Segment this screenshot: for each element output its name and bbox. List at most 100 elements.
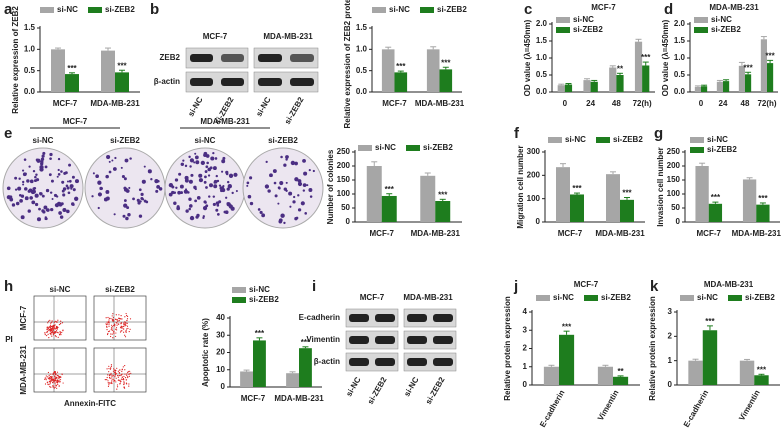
colony [66,186,70,190]
colony [158,187,163,191]
blot-lane: si-ZEB2 [424,375,447,406]
cell [109,368,111,370]
cell [58,381,60,383]
cell [113,375,115,377]
colony [302,158,306,163]
cell [46,329,48,331]
cell [50,377,52,379]
bar [590,81,598,92]
blot-lane: si-ZEB2 [283,95,306,126]
cell [51,327,54,329]
blot-panel [403,352,457,372]
colony [297,181,303,187]
x-tick-label: 24 [719,99,728,108]
colony [285,189,288,192]
cell [47,376,49,378]
colony [193,161,196,164]
colony [196,213,200,218]
cell [53,321,56,323]
panel-letter: k [650,278,659,295]
legend-label: si-NC [573,15,594,24]
bar [616,75,624,92]
x-tick-label: MDA-MB-231 [415,99,465,108]
colony [91,195,94,198]
x-tick-label: 72(h) [757,99,776,108]
colony [33,179,37,183]
colony [34,193,39,198]
bar [613,376,629,385]
colony [286,155,289,158]
cell [112,316,114,319]
cell [113,378,115,380]
cell [114,335,117,338]
legend-label: si-NC [711,15,732,24]
colony [182,159,185,162]
bar [299,348,312,387]
colony [188,179,193,184]
cell [110,329,112,331]
cell [128,330,130,333]
cell [126,328,128,330]
legend-swatch [232,287,246,293]
cell [55,372,57,375]
colony [280,213,285,218]
cell [112,320,114,322]
cell [49,325,51,328]
cell [125,379,127,381]
cell [126,322,128,324]
cell [50,380,52,382]
cell [111,375,113,377]
colony [294,217,298,221]
colony [278,219,283,224]
y-tick-label: 0.5 [536,70,548,79]
x-tick-label: MDA-MB-231 [274,394,324,403]
colony [31,189,36,194]
colony [194,199,198,203]
colony [60,202,64,206]
cell [110,317,112,320]
colony [129,157,132,160]
panel-letter: g [654,125,663,142]
colony [189,215,195,221]
blot-lane: si-NC [186,95,204,118]
significance: *** [758,194,768,203]
bar [286,373,299,387]
blot-band [258,78,282,86]
y-tick-label: 0.5 [356,66,368,75]
colony [140,192,144,196]
colony [128,186,131,189]
bar [702,330,718,385]
colony [302,189,306,192]
cell [108,382,110,384]
colony [17,186,22,191]
colony [24,172,27,175]
colony [184,164,188,168]
colony [195,160,200,165]
bar [381,195,397,222]
panel-letter: c [524,1,532,18]
cell [60,331,62,333]
colony [113,213,116,216]
cell [111,381,113,383]
colony [168,182,174,188]
legend-swatch [694,27,708,33]
cell [129,370,131,372]
bar [708,203,723,222]
cell [47,333,49,335]
colony [41,194,45,198]
cell [46,327,48,329]
colony [72,188,76,192]
legend-swatch [728,295,742,301]
cell [62,329,64,331]
blot-band [190,54,213,62]
legend-swatch [694,17,708,23]
cell [124,336,127,338]
cell [109,377,111,379]
bar [606,174,620,222]
colony [111,159,114,162]
bar [620,199,634,222]
blot-band [407,358,427,366]
cell [120,374,122,376]
cell [52,333,54,335]
cell [58,379,60,381]
